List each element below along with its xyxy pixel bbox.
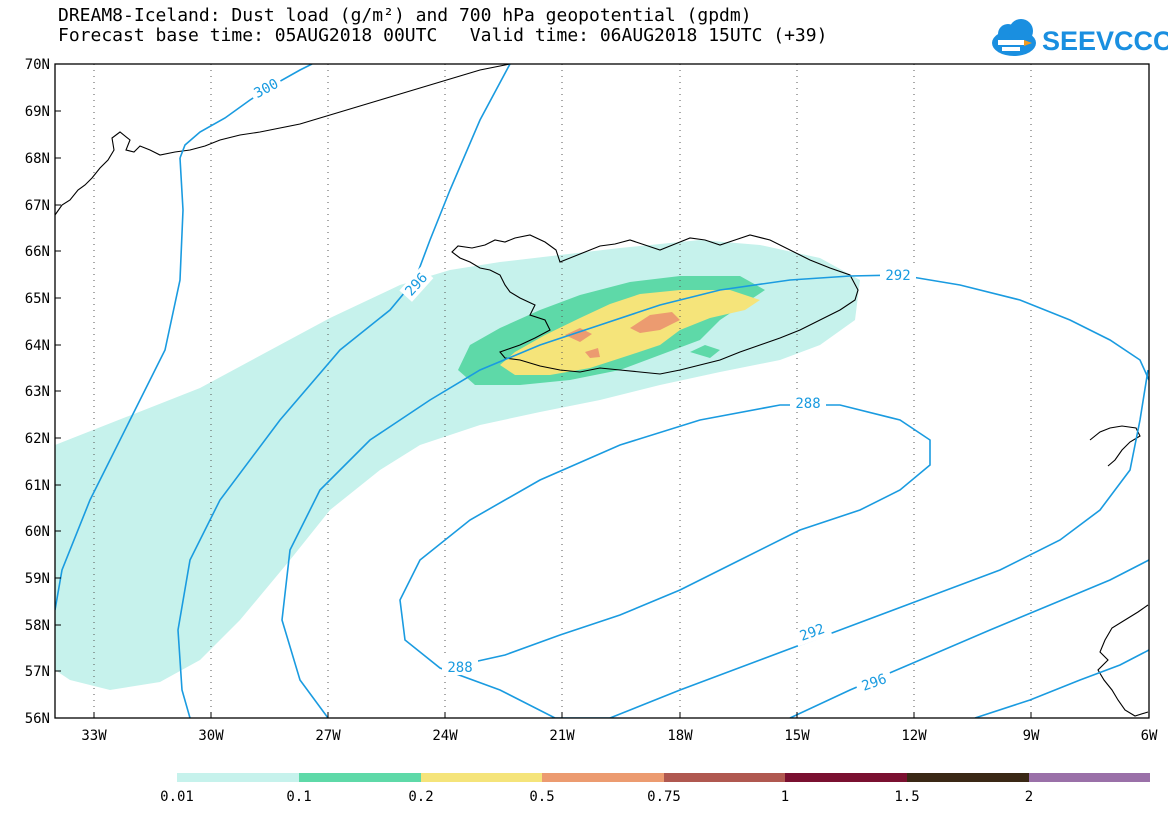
lon-label: 18W — [667, 728, 693, 744]
lon-label: 15W — [784, 728, 810, 744]
colorbar-swatch-4 — [664, 773, 785, 782]
lat-label: 57N — [25, 664, 50, 680]
map-title: DREAM8-Iceland: Dust load (g/m²) and 700… — [58, 5, 752, 26]
lat-label: 64N — [25, 338, 50, 354]
colorbar-swatch-6 — [907, 773, 1029, 782]
contour-296-west — [177, 64, 511, 718]
lat-label: 68N — [25, 151, 50, 167]
lon-label: 6W — [1141, 728, 1158, 744]
lon-label: 33W — [81, 728, 107, 744]
scotland-coast — [1097, 604, 1149, 717]
latitude-labels: 70N 69N 68N 67N 66N 65N 64N 63N 62N 61N … — [25, 57, 50, 727]
contour-label-288-bottom: 288 — [447, 660, 472, 676]
colorbar-label: 1 — [781, 789, 789, 805]
colorbar-label: 0.2 — [408, 789, 433, 805]
contour-300 — [179, 64, 313, 159]
contour-300-b — [55, 157, 184, 611]
contour-296-east — [789, 559, 1149, 718]
lon-label: 30W — [198, 728, 224, 744]
lat-label: 56N — [25, 711, 50, 727]
lat-label: 61N — [25, 478, 50, 494]
colorbar — [177, 773, 1150, 782]
lon-label: 21W — [549, 728, 575, 744]
lon-label: 27W — [315, 728, 341, 744]
contour-292-east — [609, 369, 1149, 718]
colorbar-label: 0.01 — [160, 789, 194, 805]
colorbar-label: 1.5 — [894, 789, 919, 805]
dust-field-0.1-b — [690, 345, 720, 358]
lon-label: 24W — [432, 728, 458, 744]
colorbar-labels: 0.01 0.1 0.2 0.5 0.75 1 1.5 2 — [160, 789, 1033, 805]
lat-label: 62N — [25, 431, 50, 447]
longitude-labels: 33W 30W 27W 24W 21W 18W 15W 12W 9W 6W — [81, 728, 1158, 744]
colorbar-label: 2 — [1025, 789, 1033, 805]
seevccc-logo: SEEVCCC — [992, 19, 1168, 56]
dust-field-0.5 — [565, 312, 680, 358]
lat-label: 58N — [25, 618, 50, 634]
contour-label-296-south: 296 — [860, 671, 889, 695]
colorbar-label: 0.5 — [529, 789, 554, 805]
lon-label: 12W — [901, 728, 927, 744]
contour-300-east — [974, 649, 1149, 718]
lat-label: 66N — [25, 244, 50, 260]
colorbar-swatch-7 — [1029, 773, 1150, 782]
colorbar-swatch-2 — [421, 773, 542, 782]
colorbar-swatch-1 — [299, 773, 421, 782]
lon-label: 9W — [1023, 728, 1040, 744]
lat-label: 60N — [25, 524, 50, 540]
contour-label-292: 292 — [885, 268, 910, 284]
colorbar-swatch-0 — [177, 773, 299, 782]
contour-label-292-south: 292 — [798, 621, 827, 645]
geopotential-contours — [55, 64, 1149, 718]
colorbar-swatch-3 — [542, 773, 664, 782]
map-subtitle: Forecast base time: 05AUG2018 00UTC Vali… — [58, 25, 828, 46]
lat-label: 65N — [25, 291, 50, 307]
contour-label-288-top: 288 — [795, 396, 820, 412]
lat-label: 69N — [25, 104, 50, 120]
contour-292-west — [281, 274, 1149, 718]
iceland-coast — [451, 234, 859, 375]
colorbar-label: 0.1 — [286, 789, 311, 805]
lon-gridlines — [93, 64, 1032, 718]
lat-label: 70N — [25, 57, 50, 73]
logo-text: SEEVCCC — [1042, 26, 1168, 56]
contour-label-backgrounds — [248, 73, 916, 697]
contour-288 — [399, 404, 931, 718]
lat-label: 67N — [25, 198, 50, 214]
axis-ticks — [55, 63, 1032, 718]
lat-label: 59N — [25, 571, 50, 587]
dust-field-0.2 — [500, 290, 760, 375]
colorbar-swatch-5 — [785, 773, 907, 782]
colorbar-label: 0.75 — [647, 789, 681, 805]
lat-label: 63N — [25, 384, 50, 400]
cloud-icon — [992, 19, 1036, 56]
